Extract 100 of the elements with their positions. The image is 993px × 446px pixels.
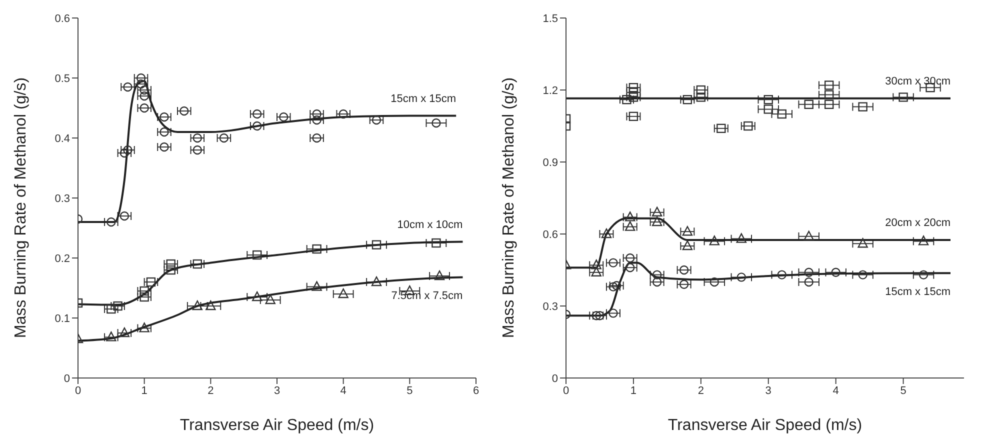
point [710, 277, 720, 287]
point [106, 304, 116, 314]
y-tick-label: 1.2 [542, 84, 558, 97]
point [192, 133, 202, 143]
y-tick-label: 0 [552, 372, 558, 385]
point [120, 211, 130, 221]
point [918, 236, 929, 246]
point [898, 92, 908, 102]
point [918, 270, 928, 280]
point [608, 308, 618, 318]
point [858, 102, 868, 112]
y-tick-label: 0 [64, 372, 70, 385]
point [192, 145, 202, 155]
point [824, 90, 834, 100]
point [113, 301, 122, 311]
point [595, 311, 604, 320]
x-tick-label: 1 [141, 384, 148, 397]
point [777, 270, 786, 280]
point [744, 121, 753, 131]
point [252, 109, 262, 119]
point [682, 95, 692, 104]
point [652, 277, 662, 287]
point [804, 277, 814, 287]
point [136, 73, 146, 83]
point [372, 240, 382, 250]
point [679, 265, 689, 275]
series-label: 20cm x 20cm [885, 217, 951, 229]
point [140, 103, 149, 113]
point [279, 112, 288, 122]
point [858, 238, 868, 248]
point [166, 265, 176, 275]
y-tick-label: 1.5 [542, 12, 558, 25]
point [252, 291, 262, 302]
y-tick-label: 0.3 [54, 192, 70, 205]
y-tick-label: 0.2 [54, 252, 70, 265]
point [192, 300, 202, 310]
series-label: 15cm x 15cm [390, 92, 456, 105]
x-axis-title: Transverse Air Speed (m/s) [180, 417, 374, 434]
point [372, 115, 382, 125]
point [736, 272, 746, 282]
point [625, 253, 635, 263]
y-tick-label: 0.9 [542, 156, 558, 169]
x-tick-label: 6 [472, 384, 480, 397]
point [338, 109, 348, 119]
point [140, 91, 149, 101]
point [824, 80, 834, 90]
point [432, 118, 441, 128]
point [858, 270, 868, 280]
y-tick-label: 0.4 [54, 132, 70, 145]
x-tick-label: 0 [562, 384, 570, 397]
point [696, 85, 706, 95]
point [123, 82, 132, 92]
point [312, 109, 322, 119]
point [160, 127, 169, 137]
point [682, 240, 693, 250]
point [338, 288, 348, 298]
point [139, 322, 150, 332]
x-axis-title: Transverse Air Speed (m/s) [668, 417, 862, 434]
y-axis-title: Mass Burning Rate of Methanol (g/s) [12, 77, 30, 338]
point [312, 244, 322, 254]
point [804, 100, 814, 109]
x-tick-label: 2 [698, 384, 704, 397]
point [824, 100, 834, 109]
point [140, 292, 149, 302]
y-axis-title: Mass Burning Rate of Methanol (g/s) [500, 77, 518, 338]
series-label: 7.5cm x 7.5cm [391, 290, 463, 302]
point [312, 281, 322, 291]
point [312, 133, 322, 143]
y-tick-label: 0.6 [54, 12, 70, 25]
point [265, 294, 276, 304]
x-tick-label: 2 [208, 384, 214, 397]
point [434, 270, 445, 280]
point [601, 228, 612, 238]
point [696, 92, 706, 102]
point [252, 250, 262, 260]
point [312, 115, 322, 125]
series-label: 15cm x 15cm [885, 286, 951, 298]
x-tick-label: 0 [74, 384, 82, 397]
point [777, 109, 786, 119]
x-tick-label: 5 [406, 384, 413, 397]
point [371, 276, 382, 286]
point [804, 230, 814, 240]
point [140, 286, 149, 296]
point [180, 106, 189, 116]
series-label: 10cm x 10cm [397, 218, 463, 231]
point [736, 233, 746, 243]
point [432, 238, 441, 248]
point [804, 268, 814, 277]
point [679, 280, 689, 289]
point [612, 281, 622, 290]
x-tick-label: 3 [765, 384, 772, 397]
point [192, 259, 202, 269]
point [831, 268, 840, 277]
point [764, 95, 773, 104]
point [709, 236, 720, 246]
point [160, 142, 169, 152]
x-tick-label: 4 [832, 384, 839, 397]
y-tick-label: 0.6 [542, 228, 558, 241]
x-tick-label: 1 [630, 384, 637, 397]
point [219, 133, 229, 143]
